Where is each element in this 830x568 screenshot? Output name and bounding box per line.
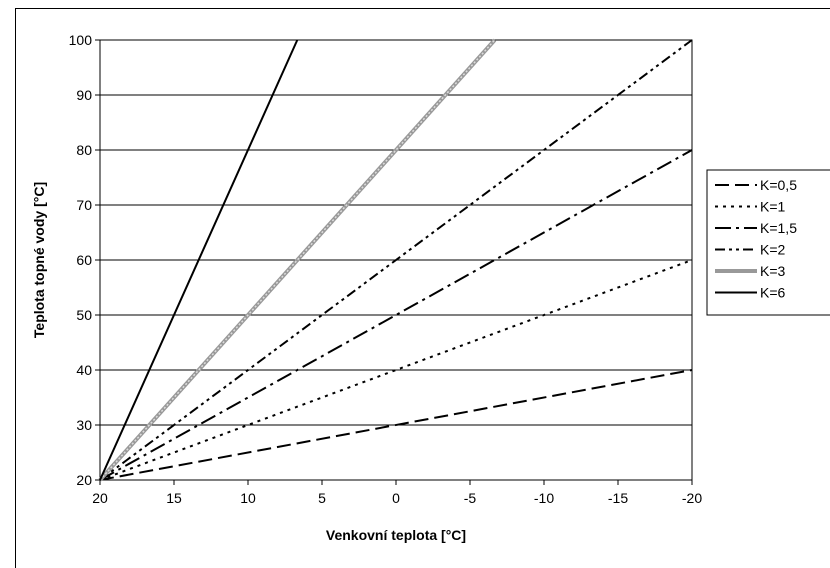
series-line-2 — [99, 259, 693, 481]
x-tick-label: 10 — [240, 490, 256, 506]
chart-frame — [15, 8, 830, 568]
legend-label: K=2 — [760, 242, 786, 258]
legend-label: K=1,5 — [760, 220, 797, 236]
legend-label: K=6 — [760, 285, 786, 301]
series-line-texture — [99, 39, 496, 481]
y-tick-label: 70 — [76, 197, 92, 213]
x-tick-label: -5 — [464, 490, 477, 506]
y-tick-label: 100 — [69, 32, 93, 48]
series-line-6 — [99, 39, 299, 481]
series-layer — [98, 38, 693, 482]
y-tick-label: 50 — [76, 307, 92, 323]
series-line-4 — [99, 39, 693, 481]
x-tick-label: 5 — [318, 490, 326, 506]
x-axis-label: Venkovní teplota [°C] — [326, 527, 466, 543]
y-tick-label: 60 — [76, 252, 92, 268]
legend: K=0,5 K=1 K=1,5 K=2 K=3 K=6 — [706, 169, 830, 316]
y-tick-label: 80 — [76, 142, 92, 158]
y-tick-label: 20 — [76, 472, 92, 488]
series-line-1 — [99, 369, 693, 481]
y-axis-label: Teplota topné vody [°C] — [31, 182, 47, 338]
y-tick-label: 40 — [76, 362, 92, 378]
x-tick-label: 20 — [92, 490, 108, 506]
x-axis-ticks: 20 15 10 5 0 -5 -10 -15 -20 — [92, 480, 702, 506]
legend-label: K=3 — [760, 263, 786, 279]
x-tick-label: 0 — [392, 490, 400, 506]
series-line-3 — [99, 149, 693, 481]
x-tick-label: -20 — [682, 490, 702, 506]
y-tick-label: 30 — [76, 417, 92, 433]
y-tick-label: 90 — [76, 87, 92, 103]
x-tick-label: -10 — [534, 490, 554, 506]
y-axis-ticks: 20 30 40 50 60 70 80 90 100 — [69, 32, 100, 488]
x-tick-label: -15 — [608, 490, 628, 506]
legend-box — [706, 169, 830, 316]
x-tick-label: 15 — [166, 490, 182, 506]
legend-label: K=0,5 — [760, 177, 797, 193]
legend-label: K=1 — [760, 199, 786, 215]
